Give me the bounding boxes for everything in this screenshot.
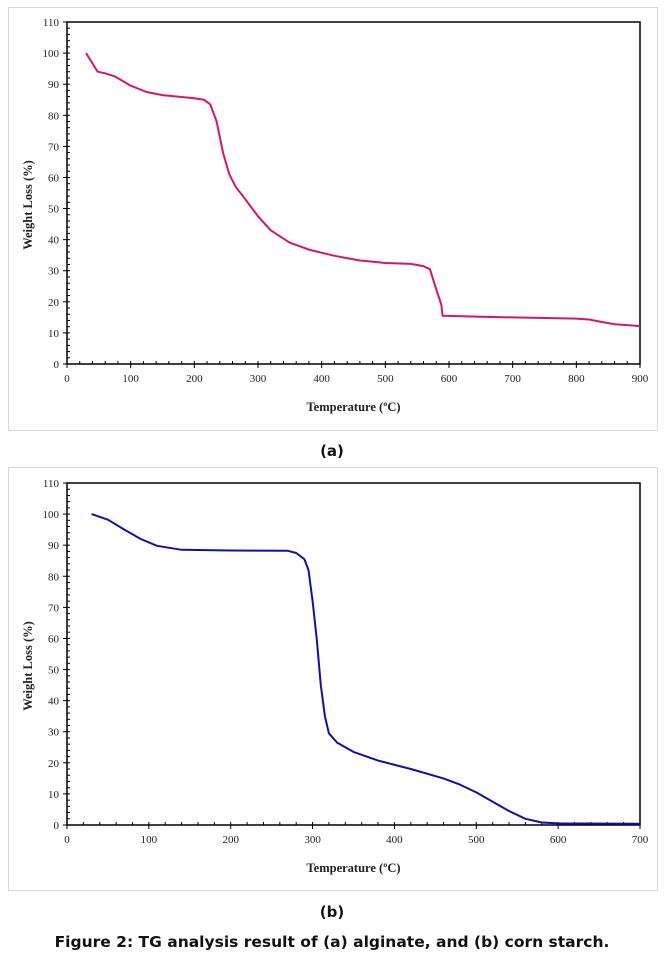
figure-caption: Figure 2: TG analysis result of (a) algi…: [55, 933, 610, 951]
y-tick-label: 100: [43, 48, 60, 60]
panel-label-b: (b): [320, 903, 344, 921]
y-tick-label: 30: [48, 266, 60, 278]
panel-label-a: (a): [320, 442, 344, 460]
x-axis-label: Temperature (ºC): [306, 400, 400, 414]
y-tick-label: 70: [48, 602, 60, 614]
x-tick-label: 200: [186, 373, 203, 385]
x-tick-label: 100: [141, 834, 158, 846]
y-tick-label: 40: [48, 696, 60, 708]
y-axis-label: Weight Loss (%): [21, 160, 35, 250]
y-tick-label: 30: [48, 727, 60, 739]
x-axis-label: Temperature (ºC): [306, 861, 400, 875]
x-tick-label: 700: [504, 373, 521, 385]
x-tick-label: 900: [632, 373, 649, 385]
y-tick-label: 90: [48, 79, 60, 91]
y-tick-label: 10: [48, 328, 60, 340]
y-tick-label: 50: [48, 665, 60, 677]
y-tick-label: 90: [48, 540, 60, 552]
y-axis-label: Weight Loss (%): [21, 621, 35, 711]
plot-area-border: [66, 482, 641, 826]
x-tick-label: 200: [222, 834, 239, 846]
x-tick-label: 600: [550, 834, 567, 846]
x-tick-label: 600: [441, 373, 458, 385]
y-tick-label: 60: [48, 172, 60, 184]
y-tick-label: 10: [48, 789, 60, 801]
y-tick-label: 0: [54, 359, 60, 371]
y-tick-label: 70: [48, 141, 60, 153]
x-tick-label: 0: [64, 834, 70, 846]
y-tick-label: 110: [43, 17, 60, 29]
x-tick-label: 0: [64, 373, 70, 385]
x-tick-label: 500: [468, 834, 485, 846]
y-tick-label: 0: [54, 820, 60, 832]
chart-panel-b: 0 100 200 300 400 500 600 700 0 10 20 30 40 50 60 70 80 9…: [8, 467, 658, 891]
x-tick-label: 300: [304, 834, 321, 846]
series-line-alginate: [85, 52, 641, 328]
panel-frame: [8, 7, 658, 431]
y-tick-label: 60: [48, 633, 60, 645]
x-tick-label: 400: [313, 373, 330, 385]
x-tick-label: 500: [377, 373, 394, 385]
y-tick-label: 40: [48, 235, 60, 247]
y-tick-label: 20: [48, 758, 60, 770]
y-tick-label: 80: [48, 110, 60, 122]
plot-area-border: [66, 21, 641, 365]
y-tick-label: 110: [43, 478, 60, 490]
panel-frame: [8, 467, 658, 891]
x-tick-label: 800: [568, 373, 585, 385]
x-tick-label: 400: [386, 834, 403, 846]
x-tick-label: 700: [632, 834, 649, 846]
series-line-corn-starch: [91, 513, 641, 825]
y-tick-label: 80: [48, 571, 60, 583]
y-tick-label: 20: [48, 297, 60, 309]
chart-panel-a: 0 100 200 300 400 500 600 700 800 900 0 10 20 30 40 50 6…: [8, 7, 658, 431]
y-tick-label: 100: [43, 509, 60, 521]
x-tick-label: 100: [122, 373, 139, 385]
x-tick-label: 300: [250, 373, 267, 385]
y-tick-label: 50: [48, 204, 60, 216]
